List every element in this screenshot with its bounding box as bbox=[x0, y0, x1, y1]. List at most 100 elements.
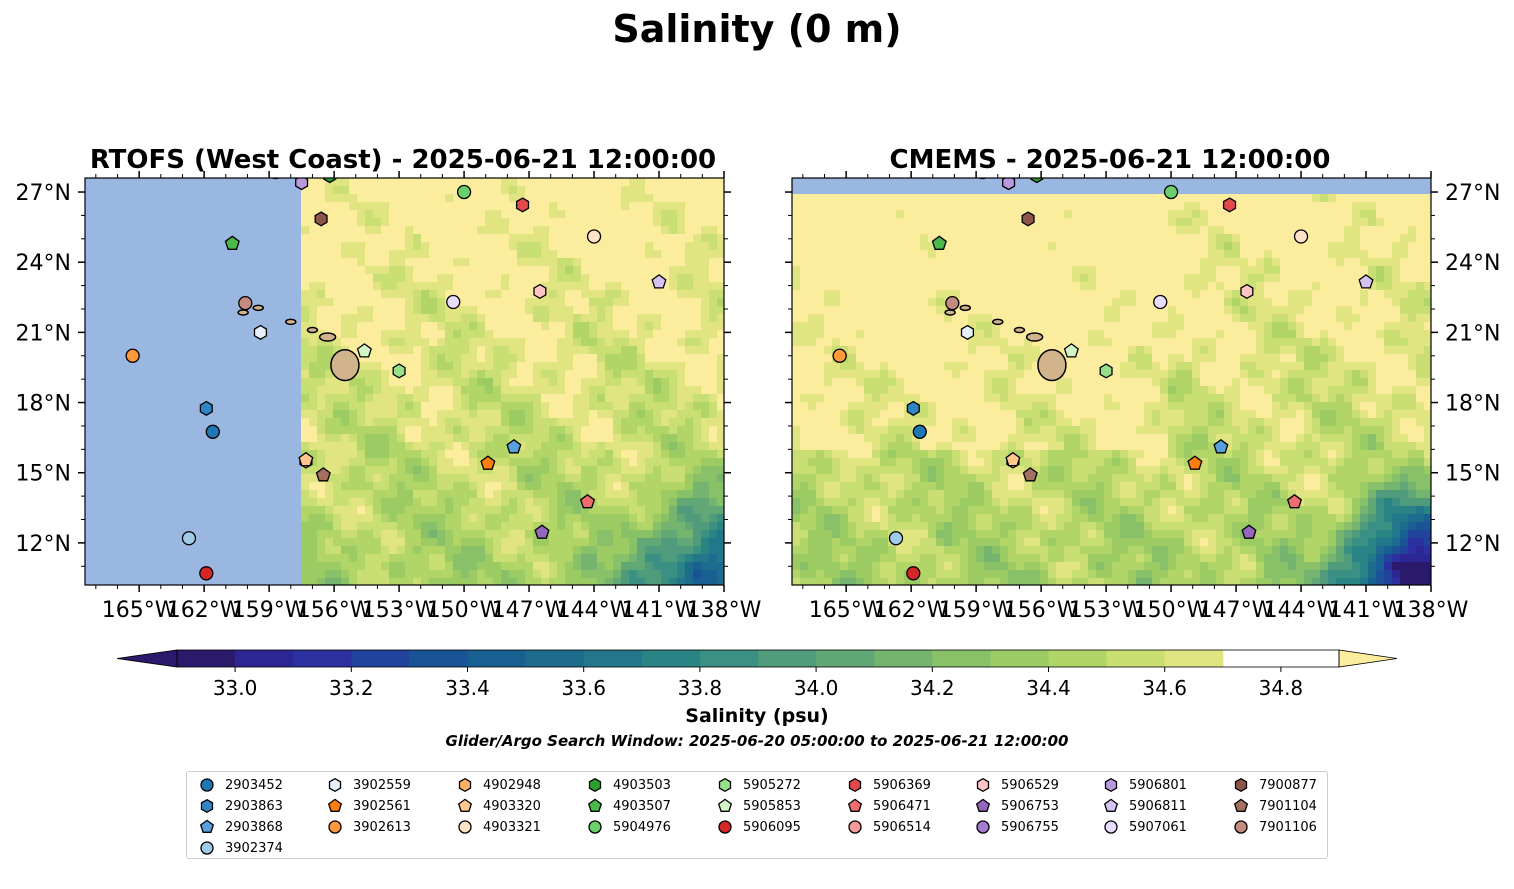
station-marker-7900877 bbox=[314, 211, 328, 227]
legend-item-3902374: 3902374 bbox=[199, 839, 283, 857]
legend-item-5906753: 5906753 bbox=[975, 797, 1059, 815]
y-tick-label: 12°N bbox=[1445, 532, 1500, 557]
legend-label: 5906095 bbox=[743, 819, 801, 835]
colorbar-max-extend bbox=[1338, 649, 1398, 668]
colorbar-segment bbox=[699, 650, 759, 667]
colorbar-tick-label: 34.6 bbox=[1142, 676, 1187, 700]
station-marker-5906811 bbox=[1358, 274, 1374, 289]
x-tick-label: 159°W bbox=[232, 598, 307, 623]
map-panel-rtofs: RTOFS (West Coast) - 2025-06-21 12:00:00… bbox=[16, 145, 762, 623]
station-marker-2903452 bbox=[912, 424, 927, 439]
legend-label: 3902561 bbox=[353, 798, 411, 814]
station-marker-3902374 bbox=[888, 531, 904, 546]
x-tick-label: 144°W bbox=[1264, 598, 1339, 623]
station-marker-7901104 bbox=[315, 467, 331, 482]
island-kauai bbox=[252, 304, 265, 312]
station-marker-4903321 bbox=[586, 229, 602, 244]
x-tick-label: 150°W bbox=[1134, 598, 1209, 623]
colorbar-segment bbox=[583, 650, 643, 667]
colorbar-segment bbox=[932, 650, 991, 667]
figure-title: Salinity (0 m) bbox=[612, 7, 901, 51]
legend-label: 2903868 bbox=[225, 819, 283, 835]
legend-label: 5907061 bbox=[1129, 819, 1187, 835]
x-tick-label: 162°W bbox=[167, 598, 242, 623]
station-marker-3902613 bbox=[832, 348, 847, 363]
station-marker-2903863 bbox=[199, 400, 213, 416]
station-marker-7901106 bbox=[945, 295, 960, 311]
station-marker-5904976 bbox=[456, 184, 472, 200]
legend-label: 5906755 bbox=[1001, 819, 1059, 835]
legend-label: 7901104 bbox=[1259, 798, 1317, 814]
hexagon-marker-icon bbox=[1234, 777, 1248, 793]
station-marker-3902561 bbox=[480, 455, 496, 470]
island-niihau bbox=[237, 309, 249, 316]
colorbar-segment bbox=[1106, 650, 1166, 667]
colorbar-tick-label: 34.0 bbox=[794, 676, 839, 700]
station-marker-2903863 bbox=[906, 400, 920, 416]
colorbar-tick-label: 33.6 bbox=[561, 676, 606, 700]
legend-label: 5906753 bbox=[1001, 798, 1059, 814]
legend-item-7901104: 7901104 bbox=[1233, 797, 1317, 815]
circle-marker-icon bbox=[718, 820, 732, 834]
station-marker-5905853 bbox=[356, 343, 372, 358]
legend-label: 2903863 bbox=[225, 798, 283, 814]
circle-marker-icon bbox=[328, 820, 342, 834]
legend-item-4902948: 4902948 bbox=[457, 776, 541, 794]
legend-item-5904976: 5904976 bbox=[587, 818, 671, 836]
station-marker-5906471 bbox=[579, 493, 596, 509]
circle-marker-icon bbox=[976, 820, 990, 834]
pentagon-marker-icon bbox=[975, 798, 991, 812]
station-legend: 2903452 2903863 2903868 3902374 3902559 39025… bbox=[186, 771, 1328, 859]
legend-item-5906811: 5906811 bbox=[1103, 797, 1187, 815]
island-maui bbox=[318, 332, 337, 342]
legend-item-5907061: 5907061 bbox=[1103, 818, 1187, 836]
legend-label: 2903452 bbox=[225, 777, 283, 793]
legend-label: 5905272 bbox=[743, 777, 801, 793]
colorbar-segment bbox=[351, 650, 410, 667]
y-tick-label: 21°N bbox=[16, 321, 71, 346]
station-marker-5905853 bbox=[1063, 343, 1079, 358]
station-marker-4903503 bbox=[1030, 178, 1044, 184]
station-marker-5906811 bbox=[651, 274, 667, 289]
station-marker-3902561 bbox=[1187, 455, 1203, 470]
x-tick-label: 165°W bbox=[809, 598, 884, 623]
legend-label: 7900877 bbox=[1259, 777, 1317, 793]
colorbar-segment bbox=[1048, 650, 1108, 667]
legend-label: 4903507 bbox=[613, 798, 671, 814]
legend-item-3902559: 3902559 bbox=[327, 776, 411, 794]
station-marker-4903321 bbox=[1293, 229, 1309, 244]
colorbar-segment bbox=[525, 650, 585, 667]
station-marker-5906529 bbox=[1240, 283, 1254, 300]
pentagon-marker-icon bbox=[1103, 798, 1119, 812]
y-tick-label: 27°N bbox=[1445, 181, 1500, 206]
map-frame bbox=[791, 177, 1432, 586]
colorbar-segment bbox=[1164, 650, 1224, 667]
circle-marker-icon bbox=[1234, 820, 1248, 834]
map-frame bbox=[84, 177, 725, 586]
station-marker-5907061 bbox=[1153, 294, 1168, 310]
station-marker-3902613 bbox=[125, 348, 140, 363]
legend-item-5906801: 5906801 bbox=[1103, 776, 1187, 794]
x-tick-label: 156°W bbox=[1004, 598, 1079, 623]
legend-label: 4903503 bbox=[613, 777, 671, 793]
pentagon-marker-icon bbox=[199, 819, 215, 833]
legend-label: 5906529 bbox=[1001, 777, 1059, 793]
legend-label: 3902559 bbox=[353, 777, 411, 793]
island-kauai bbox=[959, 304, 972, 312]
legend-item-4903507: 4903507 bbox=[587, 797, 671, 815]
hexagon-marker-icon bbox=[1104, 777, 1118, 793]
x-tick-label: 144°W bbox=[557, 598, 632, 623]
legend-item-2903452: 2903452 bbox=[199, 776, 283, 794]
station-marker-4903503 bbox=[323, 178, 337, 184]
hexagon-marker-icon bbox=[848, 777, 862, 793]
x-tick-label: 138°W bbox=[687, 598, 762, 623]
legend-label: 7901106 bbox=[1259, 819, 1317, 835]
station-marker-5906369 bbox=[515, 197, 530, 213]
legend-item-5906514: 5906514 bbox=[847, 818, 931, 836]
x-tick-label: 156°W bbox=[297, 598, 372, 623]
circle-marker-icon bbox=[848, 820, 862, 834]
legend-label: 3902613 bbox=[353, 819, 411, 835]
legend-item-5906471: 5906471 bbox=[847, 797, 931, 815]
x-tick-label: 162°W bbox=[874, 598, 949, 623]
